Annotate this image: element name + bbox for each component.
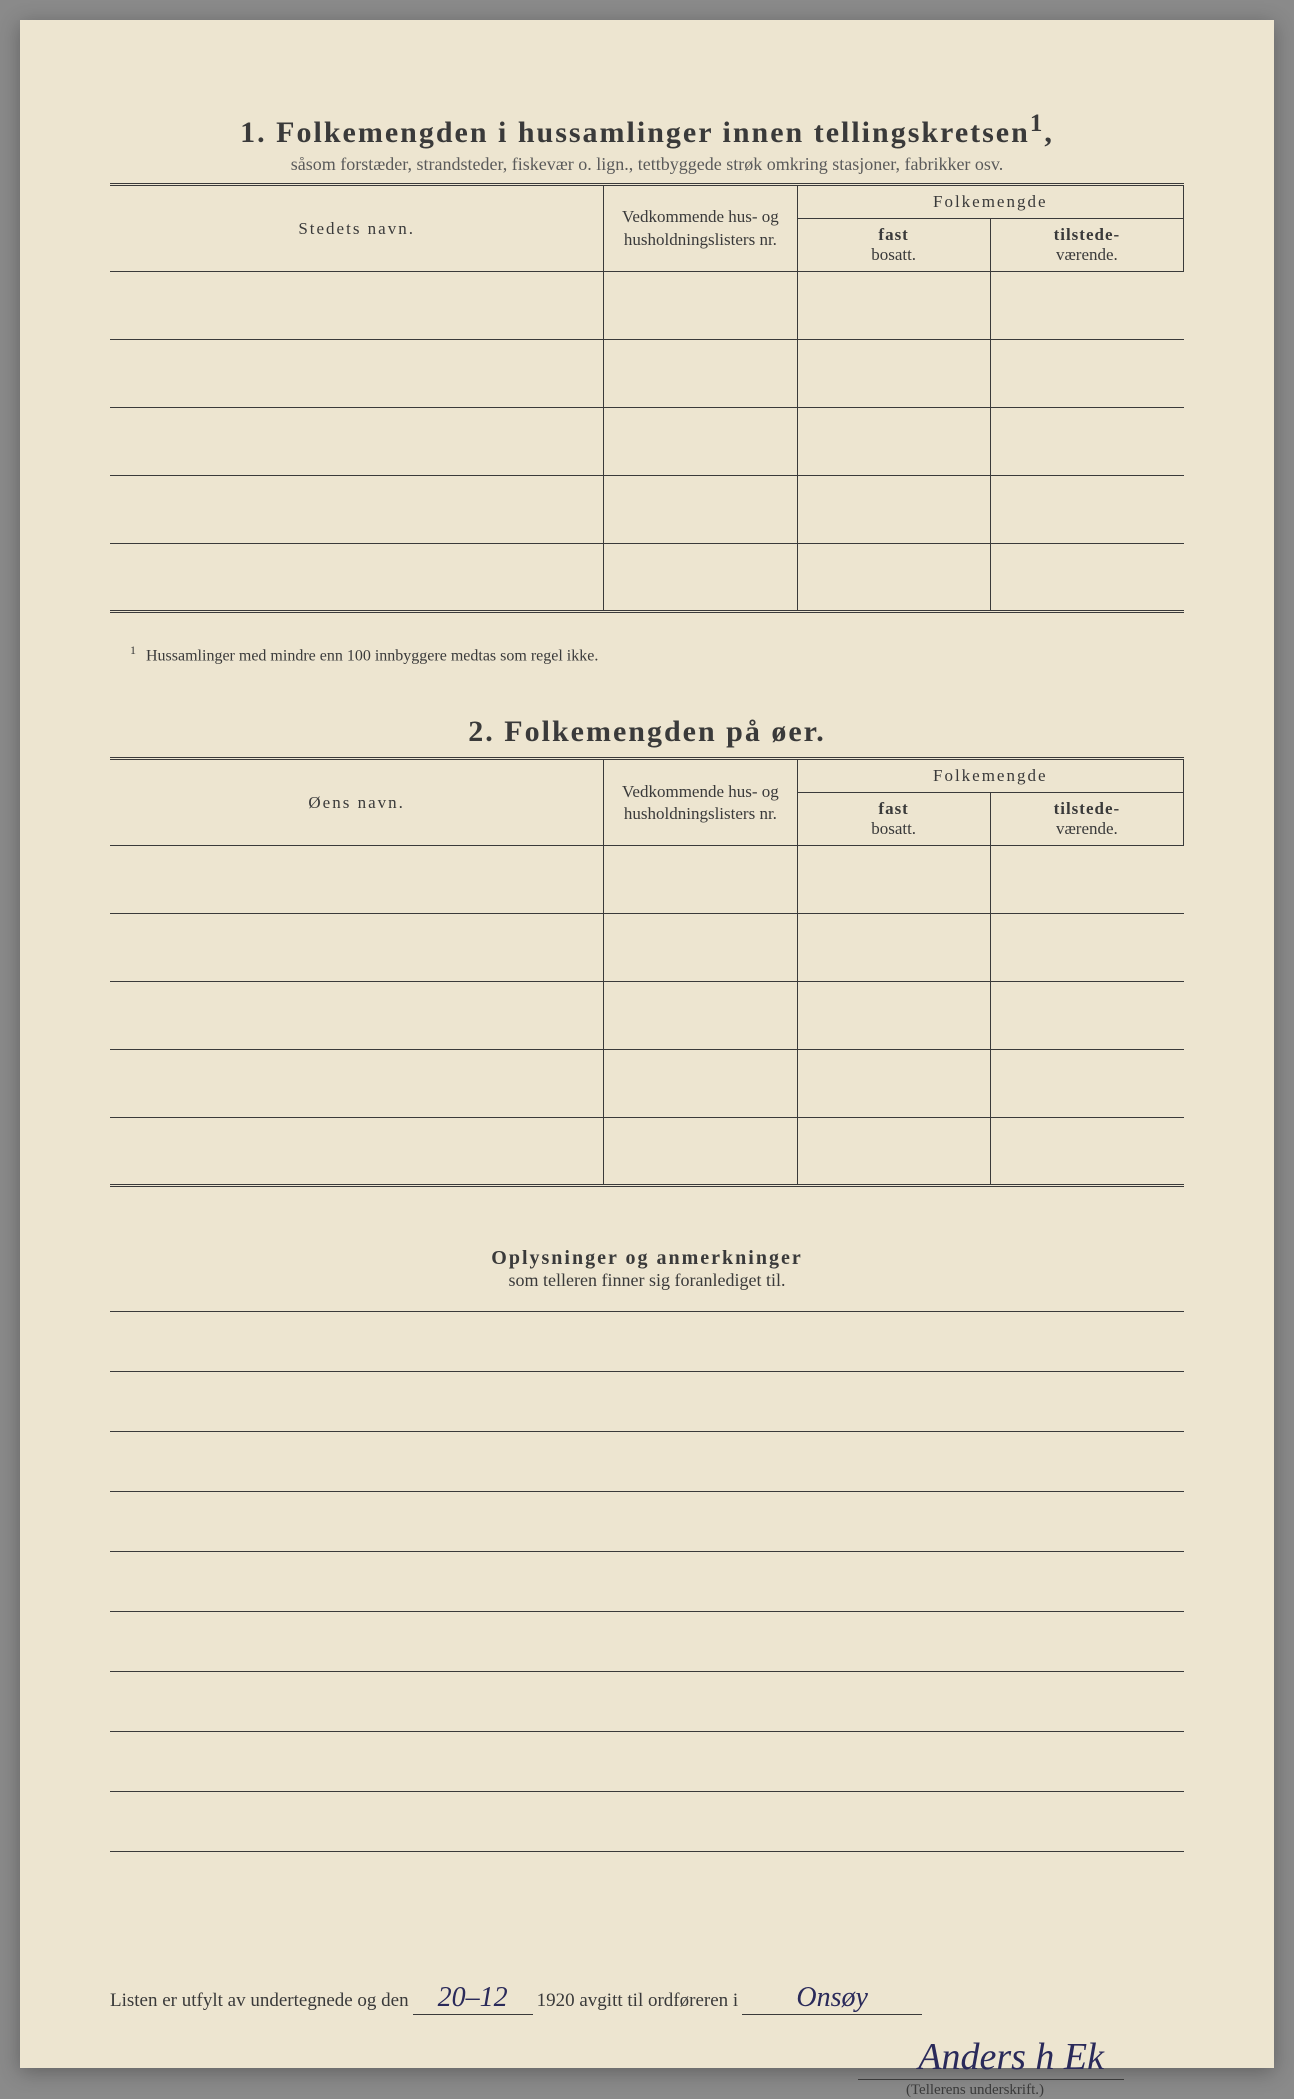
signature-name: Anders h Ek (858, 2035, 1124, 2080)
col-header-til-2: tilstede-værende. (990, 793, 1183, 846)
col-header-til: tilstede-værende. (990, 219, 1183, 272)
remark-line (110, 1312, 1184, 1372)
signature-date: 20–12 (413, 1982, 533, 2015)
col-header-folkemengde: Folkemengde (797, 185, 1183, 219)
col-header-fast-2: fastbosatt. (797, 793, 990, 846)
section1-subtitle: såsom forstæder, strandsteder, fiskevær … (110, 154, 1184, 175)
section1-footnote: 1 Hussamlinger med mindre enn 100 innbyg… (110, 643, 1184, 665)
section2-title: 2. Folkemengden på øer. (110, 715, 1184, 749)
table-row (110, 340, 1184, 408)
census-form-page: 1. Folkemengden i hussamlinger innen tel… (20, 20, 1274, 2068)
remark-line (110, 1492, 1184, 1552)
signature-middle: avgitt til ordføreren i (579, 1990, 738, 2012)
remark-line (110, 1672, 1184, 1732)
remark-line (110, 1552, 1184, 1612)
section2-tbody (110, 846, 1184, 1186)
table-row (110, 476, 1184, 544)
remark-line (110, 1612, 1184, 1672)
section1-table: Stedets navn. Vedkommende hus- og hushol… (110, 183, 1184, 613)
section1-title: 1. Folkemengden i hussamlinger innen tel… (110, 110, 1184, 150)
section1-number: 1. (240, 116, 267, 149)
signature-year: 1920 (537, 1990, 575, 2012)
section2-number: 2. (468, 715, 495, 748)
table-row (110, 914, 1184, 982)
table-row (110, 1050, 1184, 1118)
remarks-title: Oplysninger og anmerkninger (110, 1247, 1184, 1270)
section2-table: Øens navn. Vedkommende hus- og husholdni… (110, 757, 1184, 1187)
section2-title-text: Folkemengden på øer. (504, 715, 825, 748)
table-row (110, 408, 1184, 476)
table-row (110, 544, 1184, 612)
signature-caption: (Tellerens underskrift.) (110, 2082, 1124, 2099)
signature-prefix: Listen er utfylt av undertegnede og den (110, 1990, 409, 2012)
remark-line (110, 1792, 1184, 1852)
col-header-nr-2: Vedkommende hus- og husholdningslisters … (604, 759, 797, 846)
table-row (110, 982, 1184, 1050)
col-header-folkemengde-2: Folkemengde (797, 759, 1183, 793)
remarks-subtitle: som telleren finner sig foranlediget til… (110, 1270, 1184, 1291)
signature-area: Anders h Ek (Tellerens underskrift.) (110, 2035, 1184, 2099)
remark-line (110, 1432, 1184, 1492)
section1-tbody (110, 272, 1184, 612)
signature-line: Listen er utfylt av undertegnede og den … (110, 1982, 1184, 2015)
table-row (110, 846, 1184, 914)
section1-superscript: 1 (1030, 110, 1045, 137)
col-header-nr: Vedkommende hus- og husholdningslisters … (604, 185, 797, 272)
footnote-marker: 1 (130, 643, 136, 657)
signature-place: Onsøy (742, 1982, 922, 2015)
remarks-lines (110, 1311, 1184, 1852)
table-row (110, 1118, 1184, 1186)
col-header-name-2: Øens navn. (110, 759, 604, 846)
section1-title-text: Folkemengden i hussamlinger innen tellin… (276, 116, 1030, 149)
col-header-name: Stedets navn. (110, 185, 604, 272)
remark-line (110, 1372, 1184, 1432)
col-header-fast: fastbosatt. (797, 219, 990, 272)
table-row (110, 272, 1184, 340)
footnote-text: Hussamlinger med mindre enn 100 innbygge… (146, 647, 598, 664)
remark-line (110, 1732, 1184, 1792)
